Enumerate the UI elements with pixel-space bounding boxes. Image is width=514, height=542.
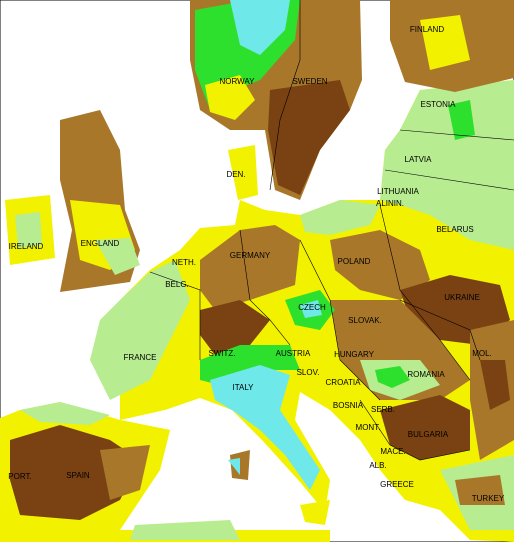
country-label: BELG. xyxy=(165,280,189,289)
country-label: NORWAY xyxy=(220,77,256,86)
country-label: BELARUS xyxy=(436,225,473,234)
country-label: SLOVAK. xyxy=(348,316,382,325)
country-label: MONT. xyxy=(356,423,381,432)
country-labels: FINLAND NORWAY SWEDEN ESTONIA LATVIA LIT… xyxy=(8,25,505,503)
country-label: SERB. xyxy=(371,405,395,414)
country-label: GREECE xyxy=(380,480,414,489)
country-label: ALININ. xyxy=(376,199,404,208)
country-label: ITALY xyxy=(232,383,254,392)
country-label: FRANCE xyxy=(124,353,157,362)
country-label: MOL. xyxy=(472,349,492,358)
country-label: UKRAINE xyxy=(444,293,480,302)
country-label: POLAND xyxy=(338,257,371,266)
country-label: FINLAND xyxy=(410,25,444,34)
country-label: CZECH xyxy=(298,303,326,312)
country-label: PORT. xyxy=(8,472,31,481)
country-label: CROATIA xyxy=(326,378,362,387)
country-label: HUNGARY xyxy=(334,350,375,359)
borders xyxy=(149,0,514,461)
country-label: ESTONIA xyxy=(421,100,457,109)
country-label: NETH. xyxy=(172,258,196,267)
country-label: GERMANY xyxy=(230,251,271,260)
country-label: SWEDEN xyxy=(292,77,327,86)
country-label: AUSTRIA xyxy=(276,349,311,358)
country-label: IRELAND xyxy=(9,242,44,251)
country-label: DEN. xyxy=(226,170,245,179)
country-label: MACE. xyxy=(380,447,405,456)
country-label: SPAIN xyxy=(66,471,90,480)
country-label: LITHUANIA xyxy=(377,187,419,196)
country-label: ENGLAND xyxy=(81,239,120,248)
country-label: TURKEY xyxy=(472,494,505,503)
country-label: BOSNIA xyxy=(333,401,364,410)
country-label: SLOV. xyxy=(297,368,320,377)
country-label: ROMANIA xyxy=(407,370,445,379)
country-label: LATVIA xyxy=(405,155,433,164)
country-label: BULGARIA xyxy=(408,430,449,439)
country-label: SWITZ. xyxy=(208,349,235,358)
country-label: ALB. xyxy=(369,461,386,470)
